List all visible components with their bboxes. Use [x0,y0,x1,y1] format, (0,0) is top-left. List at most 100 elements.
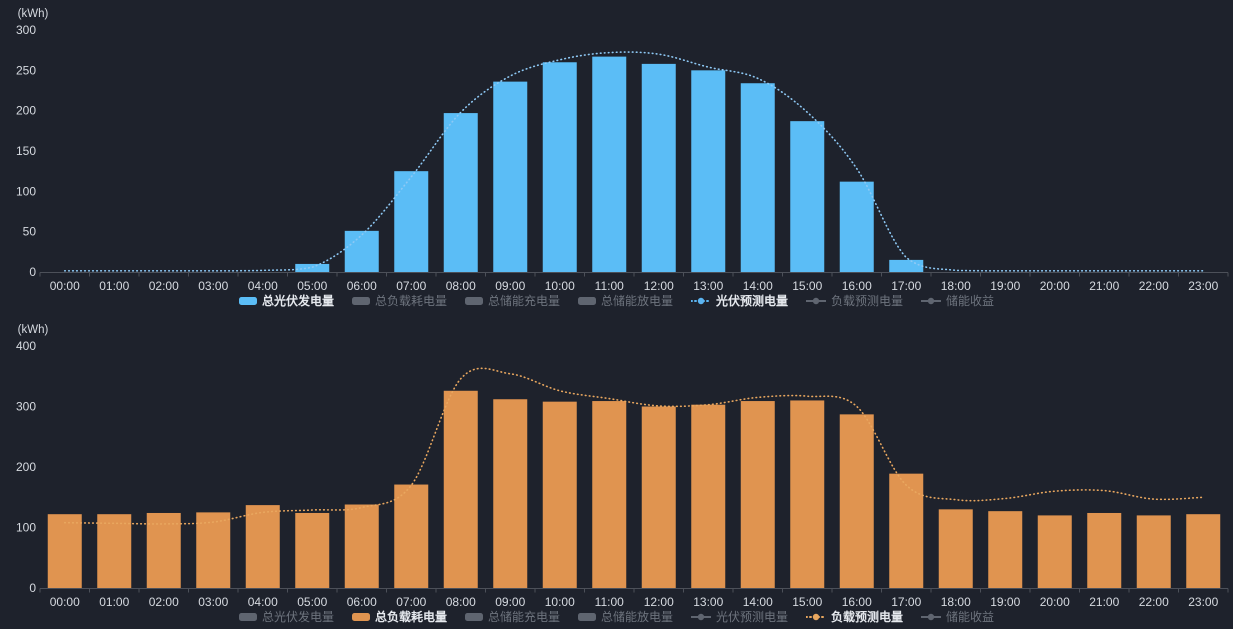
load-y-axis-label: 400 [16,339,36,353]
pv-legend-item-4[interactable]: 总储能放电量 [577,294,673,308]
load-x-axis-label: 19:00 [990,595,1020,608]
load-bar-20:00[interactable] [1037,515,1072,588]
load-x-axis-label: 17:00 [891,595,921,608]
pv-legend-item-5[interactable]: 光伏预测电量 [691,294,788,308]
load-bar-09:00[interactable] [493,399,528,588]
load-bar-02:00[interactable] [146,512,181,588]
load-x-axis-label: 05:00 [297,595,327,608]
pv-x-axis-label: 10:00 [545,279,575,292]
load-bar-08:00[interactable] [443,390,478,588]
load-legend-item-5[interactable]: 光伏预测电量 [691,610,788,624]
pv-legend-label: 光伏预测电量 [716,294,789,308]
pv-x-axis-label: 17:00 [891,279,921,292]
pv-bar-07:00[interactable] [394,171,429,272]
line-series-marker-icon [691,297,711,305]
pv-bar-15:00[interactable] [790,121,825,272]
pv-bar-09:00[interactable] [493,81,528,272]
pv-x-axis-label: 19:00 [990,279,1020,292]
pv-x-axis-label: 05:00 [297,279,327,292]
pv-x-axis-label: 21:00 [1089,279,1119,292]
load-bar-04:00[interactable] [245,505,280,588]
bar-series-marker-icon [238,297,257,305]
pv-y-axis-label: 100 [16,184,36,198]
load-legend-item-6[interactable]: 负载预测电量 [806,610,903,624]
pv-x-axis-label: 02:00 [149,279,179,292]
pv-legend-item-3[interactable]: 总储能充电量 [464,294,560,308]
pv-legend-label: 总储能放电量 [600,294,673,308]
load-bar-06:00[interactable] [344,504,379,588]
pv-legend-item-7[interactable]: 储能收益 [921,294,994,308]
load-y-axis-label: 300 [16,400,36,414]
load-bar-11:00[interactable] [592,401,627,588]
pv-x-axis-label: 13:00 [693,279,723,292]
load-y-axis-label: 200 [16,460,36,474]
load-bar-03:00[interactable] [196,512,231,588]
load-bar-22:00[interactable] [1136,515,1171,588]
load-bar-05:00[interactable] [295,512,330,588]
pv-x-axis-label: 04:00 [248,279,278,292]
load-chart-legend: 总光伏发电量 总负载耗电量 总储能充电量 总储能放电量 光伏预测电量 负载预测电量 储能收益 [0,610,1233,624]
load-bar-15:00[interactable] [790,400,825,588]
pv-y-axis-label: 0 [29,265,36,279]
line-series-marker-icon [921,613,942,621]
load-y-axis-label: 0 [29,581,36,595]
pv-y-axis-label: 300 [16,23,36,37]
load-bar-17:00[interactable] [889,473,924,588]
pv-y-axis-label: 50 [23,225,37,239]
load-legend-label: 储能收益 [946,610,995,624]
load-x-axis-label: 00:00 [50,595,80,608]
load-bar-21:00[interactable] [1087,512,1122,588]
load-bar-12:00[interactable] [641,406,676,589]
load-x-axis-label: 18:00 [941,595,971,608]
pv-x-axis-label: 00:00 [50,279,80,292]
line-series-marker-icon [921,297,942,305]
pv-bar-12:00[interactable] [641,63,676,272]
pv-bar-13:00[interactable] [691,70,726,272]
load-x-axis-label: 07:00 [396,595,426,608]
load-bar-10:00[interactable] [542,401,577,588]
pv-legend-item-2[interactable]: 总负载耗电量 [351,294,447,308]
pv-bar-14:00[interactable] [740,83,775,273]
load-bar-18:00[interactable] [938,509,973,588]
load-legend-item-2[interactable]: 总负载耗电量 [351,610,447,624]
load-bar-01:00[interactable] [97,514,132,588]
pv-y-axis-unit: (kWh) [18,8,49,20]
load-consumption-chart-canvas: (kWh) 0 100 200 300 400 00:00 01:00 02:00 03:00 04… [16,324,1229,608]
pv-x-axis-label: 23:00 [1188,279,1218,292]
load-bar-19:00[interactable] [988,511,1023,588]
pv-bar-17:00[interactable] [889,259,924,272]
pv-legend-item-1[interactable]: 总光伏发电量 [238,294,334,308]
bar-series-marker-icon [577,613,596,621]
load-x-axis-label: 21:00 [1089,595,1119,608]
pv-bar-10:00[interactable] [542,62,577,273]
pv-x-axis-label: 18:00 [941,279,971,292]
load-x-axis-label: 09:00 [495,595,525,608]
load-bar-23:00[interactable] [1186,514,1221,588]
load-bar-07:00[interactable] [394,484,429,588]
pv-bar-08:00[interactable] [443,113,478,272]
load-x-axis-label: 16:00 [842,595,872,608]
pv-x-axis-label: 22:00 [1139,279,1169,292]
load-legend-item-1[interactable]: 总光伏发电量 [238,610,334,624]
pv-legend-label: 总储能充电量 [487,294,560,308]
pv-generation-chart-section: (kWh) 0 50 100 150 200 250 300 00:00 01:00 02:00 03… [16,8,1229,308]
pv-bar-11:00[interactable] [592,56,627,273]
pv-legend-item-6[interactable]: 负载预测电量 [806,294,903,308]
pv-x-axis-labels: 00:00 01:00 02:00 03:00 04:00 05:00 06:00 07:00… [50,279,1219,292]
load-bar-00:00[interactable] [47,514,82,588]
load-bar-13:00[interactable] [691,404,726,588]
bar-series-marker-icon [351,613,370,621]
load-bar-14:00[interactable] [740,401,775,588]
load-legend-item-3[interactable]: 总储能充电量 [464,610,560,624]
load-legend-label: 负载预测电量 [831,610,904,624]
pv-bar-06:00[interactable] [344,230,379,272]
pv-bar-16:00[interactable] [839,181,874,272]
pv-y-axis-label: 200 [16,104,36,118]
pv-x-axis-label: 11:00 [595,279,624,292]
load-legend-item-4[interactable]: 总储能放电量 [577,610,673,624]
pv-bars [295,56,924,273]
pv-bar-05:00[interactable] [295,263,330,272]
load-bar-16:00[interactable] [839,414,874,588]
load-legend-item-7[interactable]: 储能收益 [921,610,994,624]
load-x-axis-label: 11:00 [595,595,624,608]
